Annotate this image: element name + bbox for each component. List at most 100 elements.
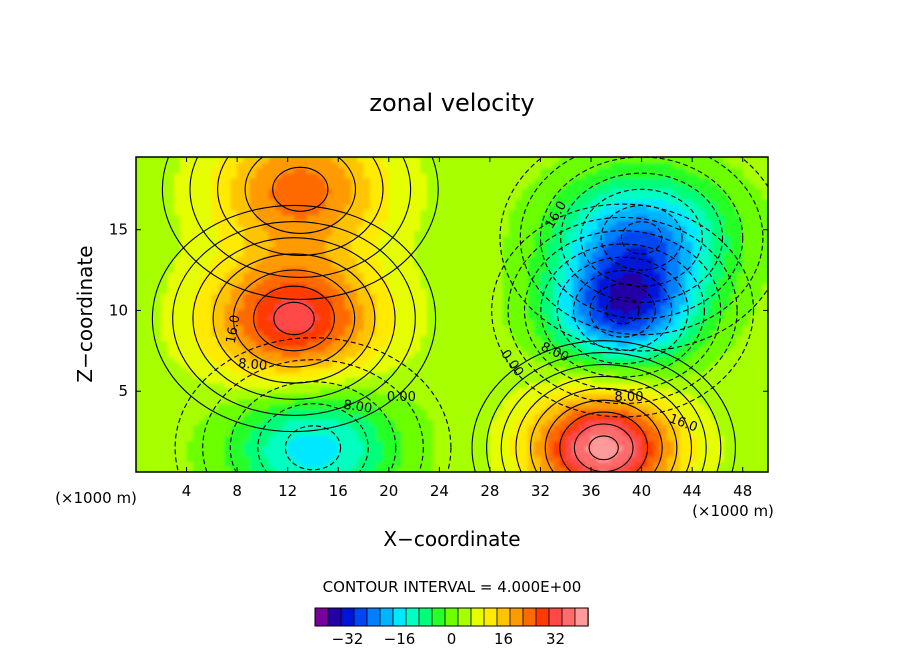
contour-fill-cell [180,172,188,179]
contour-fill-cell [477,235,485,242]
contour-fill-cell [287,351,295,358]
contour-fill-cell [211,262,219,268]
contour-fill-cell [256,272,263,279]
contour-fill-cell [275,424,282,431]
contour-fill-cell [546,346,554,352]
contour-fill-cell [338,172,346,179]
contour-fill-cell [515,304,523,310]
contour-fill-cell [268,424,276,431]
contour-fill-cell [420,419,428,426]
contour-fill-cell [369,162,377,169]
contour-fill-cell [224,251,232,258]
contour-fill-cell [553,451,561,457]
contour-fill-cell [382,435,390,442]
contour-fill-cell [350,377,358,384]
contour-fill-cell [268,461,276,468]
contour-fill-cell [331,209,339,216]
contour-fill-cell [401,241,409,247]
contour-fill-cell [401,304,409,310]
contour-fill-cell [420,298,428,305]
contour-fill-cell [616,293,624,300]
contour-fill-cell [300,167,308,174]
contour-fill-cell [407,267,415,274]
contour-fill-cell [180,351,188,358]
contour-fill-cell [439,388,447,394]
contour-fill-cell [249,277,257,284]
contour-fill-cell [470,204,478,211]
contour-fill-cell [553,319,561,326]
contour-fill-cell [546,246,554,253]
contour-fill-cell [154,351,162,358]
contour-fill-cell [262,277,270,284]
contour-fill-cell [294,440,301,447]
contour-fill-cell [148,304,156,310]
contour-fill-cell [483,419,491,426]
contour-fill-cell [572,456,579,463]
contour-fill-cell [230,288,238,295]
contour-fill-cell [610,262,617,268]
contour-fill-cell [369,398,377,405]
contour-fill-cell [142,172,150,179]
contour-fill-cell [350,456,358,463]
contour-fill-cell [382,241,390,247]
contour-fill-cell [148,414,156,421]
contour-fill-cell [230,456,238,463]
contour-fill-cell [167,325,175,331]
contour-fill-cell [136,330,143,337]
contour-fill-cell [287,188,295,195]
contour-fill-cell [363,199,371,205]
contour-fill-cell [312,162,320,169]
contour-fill-cell [186,209,194,216]
contour-fill-cell [167,283,175,289]
contour-fill-cell [502,367,510,373]
contour-fill-cell [312,330,320,337]
contour-fill-cell [610,178,617,184]
contour-fill-cell [464,419,472,426]
contour-fill-cell [610,319,617,326]
contour-fill-cell [382,188,390,195]
contour-fill-cell [142,330,150,337]
contour-fill-cell [300,193,308,200]
contour-fill-cell [578,246,586,253]
contour-fill-cell [325,220,333,226]
contour-fill-cell [635,409,643,415]
contour-fill-cell [407,220,415,226]
contour-fill-cell [616,204,624,211]
contour-fill-cell [344,272,352,279]
contour-fill-cell [357,298,365,305]
contour-fill-cell [635,382,643,389]
contour-fill-cell [458,293,466,300]
contour-fill-cell [597,267,605,274]
contour-fill-cell [597,230,605,237]
contour-fill-cell [344,409,352,415]
contour-fill-cell [319,445,327,452]
contour-fill-cell [249,451,257,457]
contour-fill-cell [470,351,478,358]
contour-fill-cell [515,283,523,289]
contour-fill-cell [230,204,238,211]
contour-fill-cell [452,388,459,394]
contour-fill-cell [635,188,643,195]
contour-fill-cell [224,456,232,463]
contour-fill-cell [464,193,472,200]
contour-fill-cell [224,419,232,426]
contour-fill-cell [445,288,453,295]
contour-fill-cell [300,382,308,389]
contour-fill-cell [256,220,263,226]
contour-fill-cell [508,199,516,205]
contour-fill-cell [464,382,472,389]
contour-fill-cell [603,466,611,472]
contour-fill-cell [142,283,150,289]
contour-fill-cell [388,199,396,205]
contour-fill-cell [565,445,573,452]
contour-fill-cell [376,382,384,389]
contour-fill-cell [218,409,226,415]
contour-fill-cell [205,204,213,211]
contour-fill-cell [338,288,346,295]
contour-fill-cell [477,393,485,400]
contour-fill-cell [173,199,181,205]
contour-fill-cell [173,372,181,379]
contour-fill-cell [572,246,579,253]
contour-fill-cell [439,251,447,258]
contour-fill-cell [237,330,245,337]
